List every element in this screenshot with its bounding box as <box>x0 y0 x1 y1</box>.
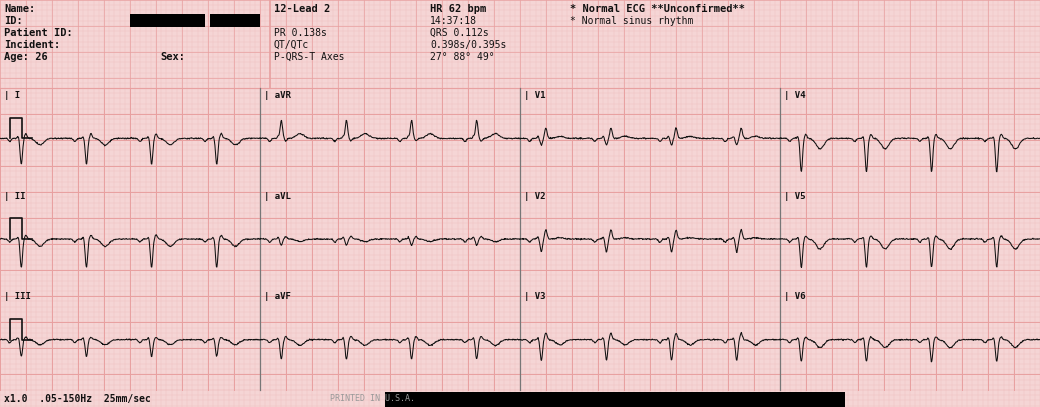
Text: | II: | II <box>4 192 26 201</box>
Text: Age: 26: Age: 26 <box>4 52 48 62</box>
Text: PRINTED IN U.S.A.: PRINTED IN U.S.A. <box>330 394 415 403</box>
Text: x1.0  .05-150Hz  25mm/sec: x1.0 .05-150Hz 25mm/sec <box>4 394 151 404</box>
Text: * Normal ECG **Unconfirmed**: * Normal ECG **Unconfirmed** <box>570 4 745 14</box>
Text: 0.398s/0.395s: 0.398s/0.395s <box>430 40 506 50</box>
Text: ID:: ID: <box>4 16 23 26</box>
Text: 12-Lead 2: 12-Lead 2 <box>274 4 331 14</box>
Text: | V3: | V3 <box>524 292 546 301</box>
Text: | I: | I <box>4 91 20 100</box>
Text: * Normal sinus rhythm: * Normal sinus rhythm <box>570 16 694 26</box>
Text: | III: | III <box>4 292 31 301</box>
Text: 27° 88° 49°: 27° 88° 49° <box>430 52 495 62</box>
Text: | aVF: | aVF <box>264 292 291 301</box>
Text: HR 62 bpm: HR 62 bpm <box>430 4 487 14</box>
Text: | V6: | V6 <box>784 292 806 301</box>
Text: | aVR: | aVR <box>264 91 291 100</box>
Text: PR 0.138s: PR 0.138s <box>274 28 327 38</box>
Text: | V2: | V2 <box>524 192 546 201</box>
Text: | V5: | V5 <box>784 192 806 201</box>
Text: Patient ID:: Patient ID: <box>4 28 73 38</box>
Text: Name:: Name: <box>4 4 35 14</box>
Text: 14:37:18: 14:37:18 <box>430 16 477 26</box>
Text: Sex:: Sex: <box>160 52 185 62</box>
Bar <box>130 14 205 27</box>
Text: | aVL: | aVL <box>264 192 291 201</box>
Text: QRS 0.112s: QRS 0.112s <box>430 28 489 38</box>
Bar <box>210 14 260 27</box>
Text: QT/QTc: QT/QTc <box>274 40 309 50</box>
Text: Incident:: Incident: <box>4 40 60 50</box>
Text: P-QRS-T Axes: P-QRS-T Axes <box>274 52 344 62</box>
Text: | V4: | V4 <box>784 91 806 100</box>
Text: | V1: | V1 <box>524 91 546 100</box>
Bar <box>385 392 844 407</box>
